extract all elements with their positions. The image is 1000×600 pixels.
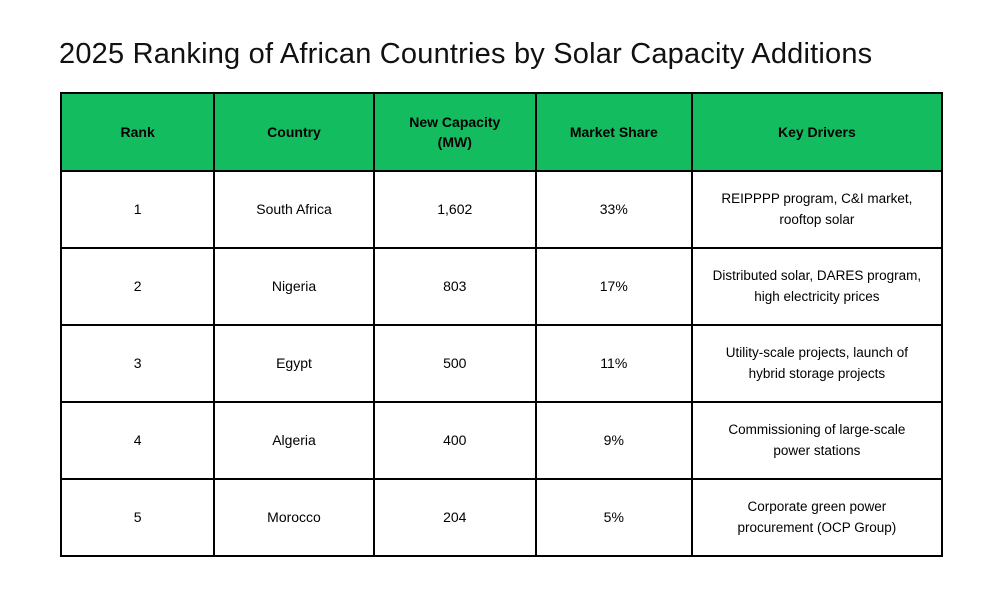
table-row: 5 Morocco 204 5% Corporate green power p… xyxy=(59,478,944,557)
new-capacity-cell: 1,602 xyxy=(372,170,537,249)
table-row: 1 South Africa 1,602 33% REIPPPP program… xyxy=(59,170,944,249)
header-new-capacity: New Capacity (MW) xyxy=(372,92,537,172)
page-title: 2025 Ranking of African Countries by Sol… xyxy=(59,38,873,70)
header-country: Country xyxy=(213,92,375,172)
country-cell: Egypt xyxy=(213,324,375,403)
rank-cell: 3 xyxy=(59,324,216,403)
new-capacity-cell: 204 xyxy=(372,478,537,557)
key-drivers-cell: Distributed solar, DARES program, high e… xyxy=(690,247,944,326)
new-capacity-cell: 803 xyxy=(372,247,537,326)
rank-cell: 4 xyxy=(59,401,216,480)
key-drivers-cell: REIPPPP program, C&I market, rooftop sol… xyxy=(690,170,944,249)
market-share-cell: 33% xyxy=(534,170,693,249)
rank-cell: 2 xyxy=(59,247,216,326)
solar-ranking-table: Rank Country New Capacity (MW) Market Sh… xyxy=(59,92,944,557)
header-rank: Rank xyxy=(59,92,216,172)
table-row: 4 Algeria 400 9% Commissioning of large-… xyxy=(59,401,944,480)
rank-cell: 5 xyxy=(59,478,216,557)
new-capacity-cell: 500 xyxy=(372,324,537,403)
key-drivers-cell: Utility-scale projects, launch of hybrid… xyxy=(690,324,944,403)
market-share-cell: 9% xyxy=(534,401,693,480)
key-drivers-cell: Corporate green power procurement (OCP G… xyxy=(690,478,944,557)
market-share-cell: 17% xyxy=(534,247,693,326)
country-cell: Morocco xyxy=(213,478,375,557)
country-cell: Algeria xyxy=(213,401,375,480)
new-capacity-cell: 400 xyxy=(372,401,537,480)
table-row: 3 Egypt 500 11% Utility-scale projects, … xyxy=(59,324,944,403)
market-share-cell: 11% xyxy=(534,324,693,403)
table-row: 2 Nigeria 803 17% Distributed solar, DAR… xyxy=(59,247,944,326)
rank-cell: 1 xyxy=(59,170,216,249)
key-drivers-cell: Commissioning of large-scale power stati… xyxy=(690,401,944,480)
table-header-row: Rank Country New Capacity (MW) Market Sh… xyxy=(59,92,944,172)
market-share-cell: 5% xyxy=(534,478,693,557)
country-cell: Nigeria xyxy=(213,247,375,326)
header-key-drivers: Key Drivers xyxy=(690,92,944,172)
country-cell: South Africa xyxy=(213,170,375,249)
header-market-share: Market Share xyxy=(534,92,693,172)
